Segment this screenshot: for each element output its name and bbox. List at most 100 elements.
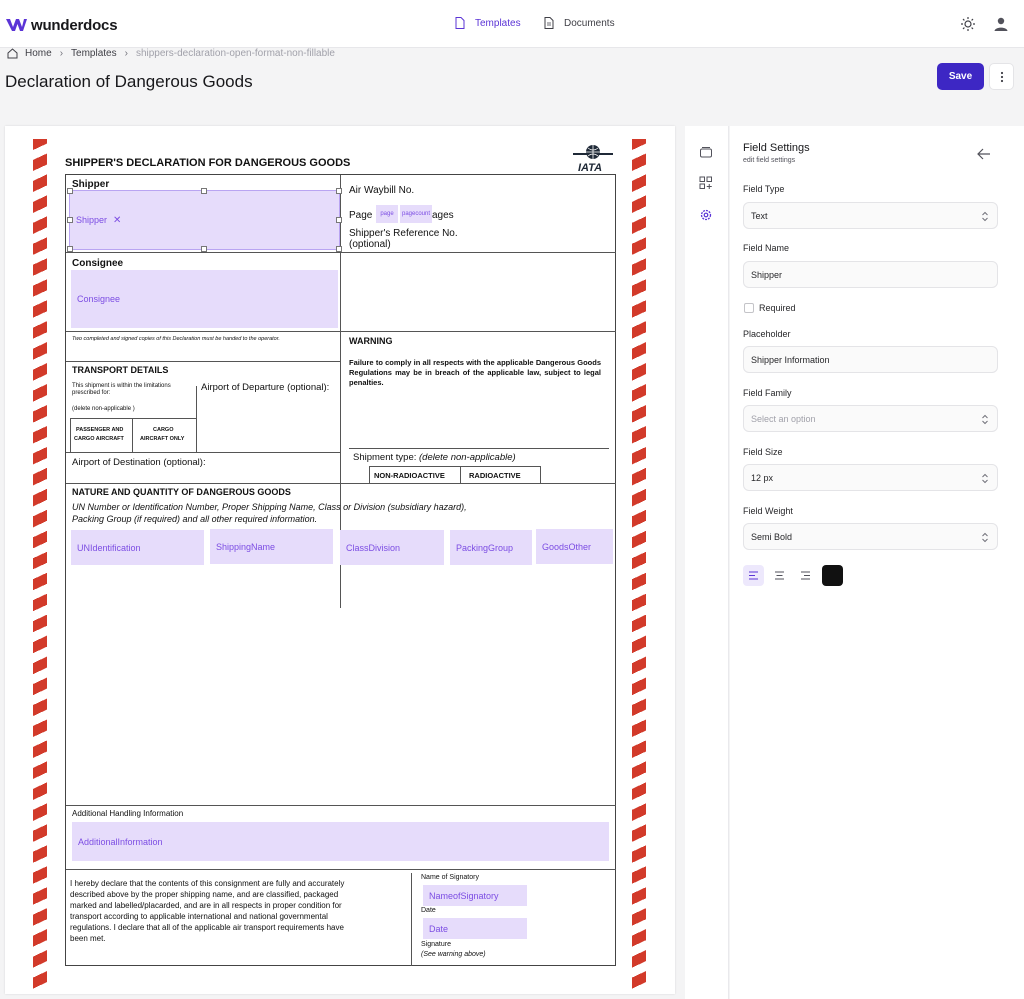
field-settings-panel: Field Settings edit field settings Field… (730, 126, 1024, 999)
chevron-updown-icon (982, 211, 988, 222)
shipment-type-options: NON-RADIOACTIVE RADIOACTIVE (369, 466, 541, 484)
save-button[interactable]: Save (937, 63, 984, 90)
align-center-icon (775, 571, 784, 580)
breadcrumb: Home › Templates › shippers-declaration-… (7, 46, 335, 60)
shipper-label: Shipper (72, 179, 110, 190)
more-options-button[interactable] (989, 63, 1014, 90)
chevron-right-icon: › (59, 47, 64, 59)
page-title: Declaration of Dangerous Goods (5, 72, 253, 91)
file-icon (455, 17, 465, 29)
field-family-select[interactable]: Select an option (743, 405, 998, 432)
goods-other-field[interactable]: GoodsOther (536, 529, 613, 564)
breadcrumb-current: shippers-declaration-open-format-non-fil… (135, 47, 335, 59)
placeholder-value: Shipper Information (751, 354, 830, 365)
align-left-button[interactable] (743, 565, 764, 586)
declaration-form: Shipper Shipper ✕ Air Waybill No. Page p… (65, 174, 616, 966)
field-weight-select[interactable]: Semi Bold (743, 523, 998, 550)
declaration-line: described above by the proper shipping n… (70, 890, 339, 899)
wunderdocs-logo-icon (6, 19, 27, 31)
un-identification-field[interactable]: UNIdentification (71, 530, 204, 565)
page-field[interactable]: page (376, 205, 398, 223)
declaration-line: transport according to applicable intern… (70, 912, 328, 921)
breadcrumb-home[interactable]: Home (25, 47, 52, 59)
sun-icon[interactable] (960, 16, 976, 32)
chevron-right-icon: › (124, 47, 128, 59)
nav-documents[interactable]: Documents (544, 17, 615, 29)
layers-icon[interactable] (699, 145, 713, 159)
user-icon[interactable] (993, 16, 1009, 32)
resize-handle[interactable] (336, 188, 342, 194)
departure-label: Airport of Departure (optional): (201, 382, 330, 393)
nav-templates-label: Templates (475, 17, 521, 29)
resize-handle[interactable] (67, 188, 73, 194)
align-center-button[interactable] (769, 565, 790, 586)
shipment-type-text: Shipment type: (353, 452, 417, 463)
settings-gear-icon[interactable] (699, 208, 713, 222)
cargo-aircraft-label: CARGO (153, 427, 174, 433)
text-color-swatch[interactable] (822, 565, 843, 586)
non-radioactive-option[interactable]: NON-RADIOACTIVE (374, 471, 445, 480)
shipment-type-label: Shipment type: (delete non-applicable) (353, 452, 516, 463)
shipper-reference-label: Shipper's Reference No. (349, 228, 458, 239)
limitations-text-2: prescribed for: (72, 390, 111, 396)
remove-field-icon[interactable]: ✕ (113, 214, 122, 226)
arrow-left-icon[interactable] (976, 146, 992, 162)
field-size-select[interactable]: 12 px (743, 464, 998, 491)
date-field[interactable]: Date (423, 918, 527, 939)
field-weight-label: Field Weight (743, 506, 793, 516)
pagecount-field[interactable]: pagecount (400, 205, 432, 223)
shipper-field[interactable]: Shipper ✕ (69, 190, 340, 250)
nav-documents-label: Documents (564, 17, 615, 29)
document-canvas: SHIPPER'S DECLARATION FOR DANGEROUS GOOD… (5, 126, 675, 994)
shipper-field-name: Shipper (76, 215, 108, 225)
hazard-border-right (632, 139, 646, 989)
nature-text-line-2: Packing Group (if required) and all othe… (72, 514, 318, 524)
cargo-aircraft-label-2: AIRCRAFT ONLY (140, 436, 185, 442)
passenger-aircraft-label-2: CARGO AIRCRAFT (74, 436, 124, 442)
resize-handle[interactable] (67, 217, 73, 223)
chevron-updown-icon (982, 473, 988, 484)
transport-details-label: TRANSPORT DETAILS (72, 365, 169, 375)
home-icon[interactable] (7, 47, 18, 59)
nav-templates[interactable]: Templates (455, 17, 521, 29)
align-right-button[interactable] (795, 565, 816, 586)
declaration-text: I hereby declare that the contents of th… (70, 878, 410, 944)
radioactive-option[interactable]: RADIOACTIVE (469, 471, 521, 480)
optional-label: (optional) (349, 239, 391, 250)
document-icon (544, 17, 554, 29)
align-right-icon (801, 571, 810, 580)
passenger-aircraft-label: PASSENGER AND (76, 427, 124, 433)
copies-note: Two completed and signed copies of this … (72, 336, 280, 342)
field-type-select[interactable]: Text (743, 202, 998, 229)
hazard-border-left (33, 139, 47, 989)
name-of-signatory-field[interactable]: NameofSignatory (423, 885, 527, 906)
delete-note: (delete non-applicable ) (72, 406, 135, 412)
shipping-name-field[interactable]: ShippingName (210, 529, 333, 564)
consignee-label: Consignee (72, 258, 124, 269)
consignee-field[interactable]: Consignee (71, 270, 338, 328)
iata-logo: IATA (571, 144, 615, 174)
field-weight-value: Semi Bold (751, 531, 793, 542)
add-field-icon[interactable] (699, 176, 713, 190)
field-type-label: Field Type (743, 184, 785, 194)
app-name: wunderdocs (31, 16, 118, 34)
resize-handle[interactable] (336, 246, 342, 252)
resize-handle[interactable] (201, 246, 207, 252)
nature-text-line-1: UN Number or Identification Number, Prop… (72, 502, 467, 512)
class-division-field[interactable]: ClassDivision (340, 530, 444, 565)
iata-wordmark: IATA (578, 162, 602, 174)
panel-title: Field Settings (743, 142, 810, 154)
resize-handle[interactable] (201, 188, 207, 194)
packing-group-field[interactable]: PackingGroup (450, 530, 532, 565)
field-name-input[interactable]: Shipper (743, 261, 998, 288)
breadcrumb-templates[interactable]: Templates (71, 47, 117, 59)
field-family-placeholder: Select an option (751, 413, 816, 424)
signature-label: Signature (421, 941, 451, 948)
required-checkbox[interactable] (744, 303, 754, 313)
additional-information-field[interactable]: AdditionalInformation (72, 822, 609, 861)
resize-handle[interactable] (336, 217, 342, 223)
resize-handle[interactable] (67, 246, 73, 252)
chevron-updown-icon (982, 532, 988, 543)
placeholder-input[interactable]: Shipper Information (743, 346, 998, 373)
app-logo[interactable]: wunderdocs (6, 16, 118, 34)
